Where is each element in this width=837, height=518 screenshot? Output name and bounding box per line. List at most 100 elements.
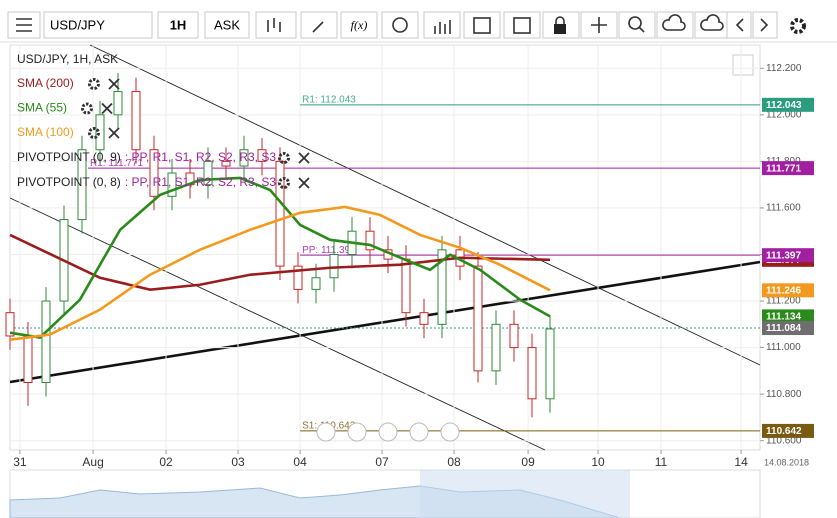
price-box bbox=[762, 309, 814, 324]
back-button[interactable] bbox=[726, 11, 752, 39]
settings-button[interactable] bbox=[790, 18, 806, 34]
indicator-name: PIVOTPOINT (0, 8) bbox=[17, 175, 121, 189]
indicator-name: PIVOTPOINT (0, 9) bbox=[17, 150, 121, 164]
price-box-label: 112.043 bbox=[766, 100, 802, 111]
symbol: USD/JPY bbox=[50, 17, 105, 32]
price-box-label: 110.642 bbox=[766, 426, 802, 437]
price-box-label: 111.771 bbox=[766, 163, 801, 174]
x-tick-label: 02 bbox=[159, 455, 173, 469]
side-select[interactable] bbox=[204, 11, 250, 39]
price-box bbox=[762, 321, 814, 336]
navigator-window[interactable] bbox=[420, 470, 630, 518]
chart-title: USD/JPY, 1H, ASK bbox=[17, 52, 118, 66]
x-tick-label: Aug bbox=[82, 455, 103, 469]
interval-select[interactable] bbox=[157, 11, 199, 39]
side: ASK bbox=[214, 17, 240, 32]
candle-body bbox=[239, 149, 249, 167]
candle-body bbox=[203, 160, 213, 186]
sma-line bbox=[9, 205, 551, 341]
candle-body bbox=[167, 172, 177, 197]
legend-settings[interactable] bbox=[278, 177, 291, 189]
sma-line bbox=[9, 233, 551, 291]
nav-zoom-out[interactable] bbox=[347, 422, 367, 442]
candle-body bbox=[545, 328, 555, 400]
x-tick-label: 31 bbox=[13, 455, 27, 469]
calendar-button[interactable] bbox=[463, 11, 501, 39]
y-tick-label: 112.200 bbox=[766, 63, 802, 74]
nav-left[interactable] bbox=[316, 422, 336, 442]
candle-body bbox=[5, 312, 15, 337]
y-tick-label: 112.000 bbox=[766, 109, 802, 120]
legend-settings[interactable] bbox=[88, 78, 100, 90]
info-button[interactable] bbox=[381, 11, 419, 39]
nav-zoom-in[interactable] bbox=[409, 422, 429, 442]
x-tick-label: 14 bbox=[734, 455, 748, 469]
volume-button[interactable] bbox=[423, 11, 461, 39]
x-tick-label: 03 bbox=[231, 455, 245, 469]
candle-body bbox=[131, 91, 141, 151]
price-box bbox=[762, 248, 814, 263]
fx-label: f(x) bbox=[351, 18, 368, 32]
forward-button[interactable] bbox=[752, 11, 778, 39]
price-box-label: 111.134 bbox=[766, 312, 801, 323]
candle-body bbox=[419, 312, 429, 325]
legend-remove[interactable] bbox=[108, 127, 120, 139]
popout-button[interactable] bbox=[732, 54, 754, 76]
candle-body bbox=[473, 265, 483, 372]
candle-body bbox=[23, 335, 33, 383]
candle-body bbox=[365, 230, 375, 251]
trend-lines bbox=[9, 44, 761, 451]
price-box bbox=[762, 97, 814, 112]
legend-remove[interactable] bbox=[298, 152, 310, 164]
price-box-label: 111.246 bbox=[766, 285, 801, 296]
legend-remove[interactable] bbox=[298, 177, 310, 189]
indicator-lines: : PP, R1, S1, R2, S2, R3, S3 bbox=[125, 150, 277, 164]
chart-type-button[interactable] bbox=[255, 11, 297, 39]
x-tick-label: 11 bbox=[655, 455, 668, 469]
candle-body bbox=[311, 277, 321, 290]
nav-right[interactable] bbox=[440, 422, 460, 442]
news-button[interactable] bbox=[503, 11, 541, 39]
interval: 1H bbox=[170, 17, 187, 32]
symbol-select[interactable] bbox=[43, 11, 153, 39]
candle-body bbox=[41, 300, 51, 383]
zoom-button[interactable] bbox=[618, 11, 656, 39]
nav-reset[interactable] bbox=[378, 422, 398, 442]
legend-remove[interactable] bbox=[101, 102, 113, 115]
legend-settings[interactable] bbox=[81, 102, 93, 115]
y-tick-label: 111.200 bbox=[766, 296, 801, 307]
price-box bbox=[762, 423, 814, 438]
legend-entry: SMA (100) bbox=[17, 125, 74, 139]
y-tick-label: 110.800 bbox=[766, 389, 802, 400]
candle-body bbox=[149, 149, 159, 197]
x-tick-label: 10 bbox=[591, 455, 605, 469]
candle-body bbox=[491, 323, 501, 372]
candle-body bbox=[257, 149, 267, 162]
candle-body bbox=[293, 265, 303, 290]
price-box bbox=[762, 283, 814, 298]
candle-body bbox=[221, 160, 231, 167]
download-button[interactable] bbox=[694, 11, 732, 39]
y-tick-label: 110.600 bbox=[766, 435, 802, 446]
sma-line bbox=[9, 176, 551, 339]
price-box bbox=[762, 161, 814, 176]
candle-body bbox=[95, 114, 105, 151]
nav-controls bbox=[316, 422, 460, 442]
candle-body bbox=[275, 160, 285, 267]
candle-body bbox=[77, 149, 87, 221]
x-tick-label: 04 bbox=[293, 455, 307, 469]
candle-body bbox=[509, 323, 519, 349]
level-label: R1: 111.771 bbox=[90, 158, 143, 169]
legend-settings[interactable] bbox=[278, 152, 291, 164]
x-tick-label: 07 bbox=[375, 455, 389, 469]
x-tick-label: 08 bbox=[447, 455, 461, 469]
y-tick-label: 111.000 bbox=[766, 342, 801, 353]
legend-settings[interactable] bbox=[88, 127, 100, 139]
indicator-button[interactable] bbox=[340, 11, 378, 39]
level-label: PP: 111.397 bbox=[302, 245, 356, 256]
legend-remove[interactable] bbox=[108, 78, 120, 90]
x-tick-label: 09 bbox=[521, 455, 535, 469]
price-box-label: 111.084 bbox=[766, 323, 801, 334]
